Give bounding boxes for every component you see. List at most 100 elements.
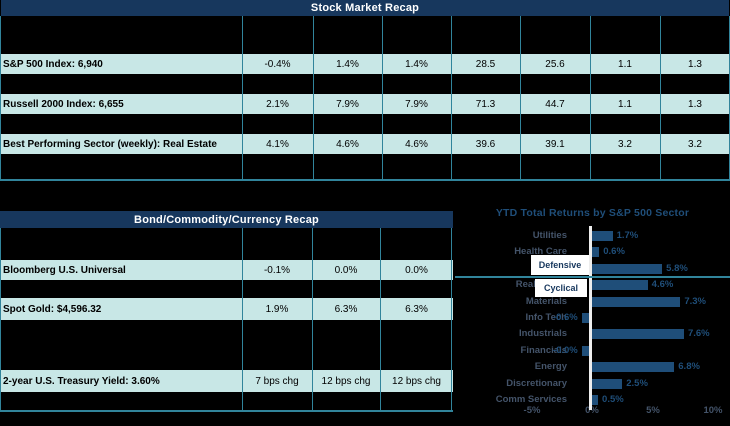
table-border (0, 410, 453, 412)
stock-table-header-row (0, 16, 730, 54)
chart-row-financials: Financials -0.0% (455, 343, 730, 359)
chart-row-discretionary: Discretionary 2.5% (455, 376, 730, 392)
row-label: S&P 500 Index: 6,940 (3, 58, 103, 70)
bar-discretionary (592, 378, 623, 389)
value-label: 5.8% (666, 262, 688, 274)
value-cell: 4.6% (336, 138, 359, 150)
bar-financials (581, 345, 589, 356)
spacer-row (0, 74, 730, 94)
ytd-sector-returns-chart: YTD Total Returns by S&P 500 Sector Util… (455, 200, 730, 426)
value-cell: 1.9% (265, 303, 289, 315)
x-tick-label: 5% (646, 405, 660, 416)
x-tick-label: 0% (585, 405, 599, 416)
value-label: 7.3% (684, 295, 706, 307)
spacer-row (0, 320, 453, 370)
column-divider (242, 228, 243, 412)
chart-row-industrials: Industrials 7.6% (455, 326, 730, 342)
chart-row-comm-services: Comm Services 0.5% (455, 392, 730, 408)
chart-plot-area: Utilities 1.7% Health Care 0.6% Staples5.8%R… (455, 228, 730, 409)
category-label: Discretionary (506, 377, 567, 389)
value-cell: 1.1 (618, 58, 632, 70)
bar-real-estate (592, 280, 648, 291)
value-cell: 7 bps chg (255, 375, 299, 387)
column-divider (242, 16, 243, 181)
table-row: Bloomberg U.S. Universal -0.1% 0.0% 0.0% (0, 260, 453, 280)
value-cell: 6.3% (334, 303, 358, 315)
bar-staples (592, 263, 663, 274)
value-cell: 1.4% (336, 58, 359, 70)
category-label: Financials (520, 344, 567, 356)
column-divider (313, 16, 314, 181)
value-label: 0.5% (602, 393, 624, 405)
value-cell: 1.1 (618, 98, 632, 110)
spacer-row (0, 114, 730, 134)
row-label: Best Performing Sector (weekly): Real Es… (3, 138, 217, 150)
bar-utilities (592, 231, 613, 241)
column-divider (660, 16, 661, 181)
bar-health-care (592, 247, 600, 258)
value-cell: -0.1% (263, 264, 291, 276)
value-label: -0.0% (552, 344, 578, 356)
value-cell: 7.9% (405, 98, 428, 110)
table-border (0, 179, 730, 181)
value-cell: 3.2 (688, 138, 702, 150)
value-cell: 0.0% (405, 264, 428, 276)
value-cell: 7.9% (336, 98, 359, 110)
chart-row-materials: Materials 7.3% (455, 294, 730, 310)
table-row: 2-year U.S. Treasury Yield: 3.60% 7 bps … (0, 370, 453, 392)
table-border (0, 16, 1, 181)
value-cell: 0.0% (334, 264, 358, 276)
chart-row-energy: Energy 6.8% (455, 359, 730, 375)
row-label: Russell 2000 Index: 6,655 (3, 98, 124, 110)
value-cell: 39.1 (545, 138, 565, 150)
row-label: Spot Gold: $4,596.32 (3, 303, 102, 315)
chart-row-health-care: Health Care 0.6% (455, 244, 730, 260)
column-divider (382, 16, 383, 181)
value-label: 4.6% (651, 279, 674, 291)
category-label: Industrials (518, 328, 567, 340)
row-label: Bloomberg U.S. Universal (3, 264, 126, 276)
table-row: S&P 500 Index: 6,940 -0.4% 1.4% 1.4% 28.… (0, 54, 730, 74)
value-label: 0.6% (603, 246, 625, 258)
value-cell: 25.6 (545, 58, 565, 70)
zero-axis-line (589, 226, 592, 410)
x-tick-label: 10% (703, 405, 723, 416)
spacer-row (0, 392, 453, 412)
column-divider (590, 16, 591, 181)
chart-row-utilities: Utilities 1.7% (455, 228, 730, 244)
category-label: Info Tech (525, 311, 567, 323)
table-row: Best Performing Sector (weekly): Real Es… (0, 134, 730, 154)
value-label: 7.6% (687, 328, 710, 340)
bond-commodity-currency-table: Bond/Commodity/Currency Recap Bloomberg … (0, 211, 453, 412)
value-cell: 4.6% (405, 138, 428, 150)
value-cell: 39.6 (475, 138, 496, 150)
value-label: 1.7% (616, 230, 639, 241)
bar-comm-services (592, 394, 599, 405)
category-label: Utilities (532, 230, 567, 241)
stock-table-title: Stock Market Recap (1, 0, 729, 16)
stock-market-recap-table: Stock Market Recap S&P 500 Index: 6,940 … (0, 0, 730, 181)
value-cell: 1.3 (688, 58, 702, 70)
bar-info-tech (581, 312, 589, 323)
chart-row-staples: Staples5.8% (455, 261, 730, 277)
bar-energy (592, 362, 675, 373)
column-divider (520, 16, 521, 181)
value-cell: 4.1% (266, 138, 289, 150)
table-border (451, 228, 452, 412)
table-border (0, 228, 1, 412)
chart-row-info-tech: Info Tech -0.6% (455, 310, 730, 326)
defensive-group-label: Defensive (531, 255, 589, 275)
value-cell: 1.4% (405, 58, 428, 70)
bond-table-title: Bond/Commodity/Currency Recap (0, 211, 453, 228)
value-label: 2.5% (626, 377, 648, 389)
category-label: Health Care (514, 246, 567, 258)
category-label: Comm Services (495, 393, 567, 405)
value-cell: 28.5 (475, 58, 496, 70)
x-tick-label: -5% (523, 405, 541, 416)
column-divider (312, 228, 313, 412)
value-label: -0.6% (552, 311, 578, 323)
value-cell: -0.4% (264, 58, 291, 70)
value-label: 6.8% (678, 361, 700, 373)
column-divider (451, 16, 452, 181)
